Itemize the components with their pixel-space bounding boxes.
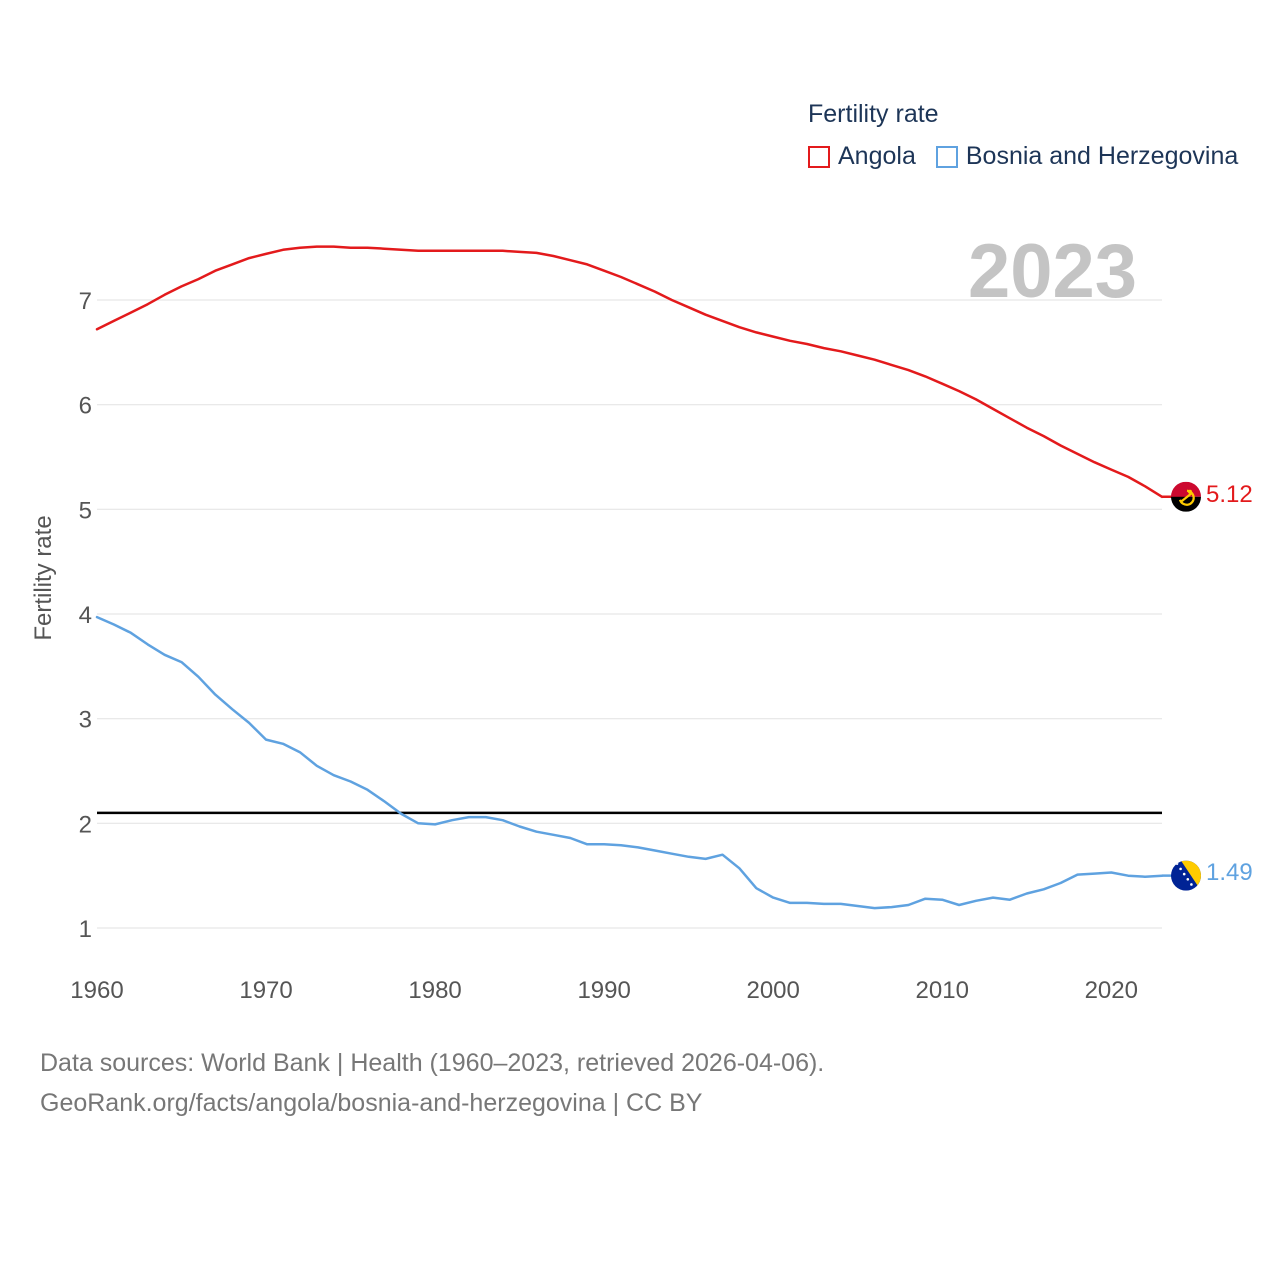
x-axis-ticks: 1960 1970 1980 1990 2000 2010 2020: [70, 977, 1138, 1004]
y-tick-2: 2: [79, 811, 92, 838]
gridlines: [97, 299, 1162, 929]
legend-label-angola: Angola: [838, 142, 916, 170]
series-line-bosnia[interactable]: [95, 615, 1164, 910]
y-tick-1: 1: [79, 916, 92, 943]
legend: Angola Bosnia and Herzegovina: [808, 142, 1258, 171]
y-tick-4: 4: [79, 602, 92, 629]
angola-flag-icon: [1171, 481, 1201, 512]
x-tick-2010: 2010: [916, 977, 969, 1004]
series-lines: [95, 245, 1186, 910]
legend-swatch-bosnia[interactable]: [935, 145, 958, 168]
legend-swatch-angola[interactable]: [808, 145, 830, 168]
end-markers: [1171, 481, 1201, 891]
x-tick-2020: 2020: [1085, 977, 1138, 1004]
x-tick-1990: 1990: [577, 977, 630, 1004]
current-year-label: 2023: [968, 229, 1138, 314]
legend-label-bosnia: Bosnia and Herzegovina: [965, 142, 1239, 170]
series-line-angola[interactable]: [95, 245, 1164, 499]
legend-item-angola[interactable]: Angola: [808, 142, 916, 171]
sources-line-2: GeoRank.org/facts/angola/bosnia-and-herz…: [40, 1089, 703, 1117]
x-tick-1980: 1980: [408, 977, 461, 1004]
legend-item-bosnia[interactable]: Bosnia and Herzegovina: [935, 142, 1239, 171]
y-tick-6: 6: [79, 393, 92, 420]
legend-title: Fertility rate: [808, 100, 939, 128]
x-tick-1970: 1970: [239, 977, 292, 1004]
y-axis-label: Fertility rate: [30, 515, 57, 641]
y-tick-5: 5: [79, 497, 92, 524]
x-tick-2000: 2000: [746, 977, 799, 1004]
data-sources: Data sources: World Bank | Health (1960–…: [40, 1043, 824, 1123]
y-tick-3: 3: [79, 707, 92, 734]
y-tick-7: 7: [79, 288, 92, 315]
end-value-angola: 5.12: [1206, 481, 1253, 508]
sources-line-1: Data sources: World Bank | Health (1960–…: [40, 1049, 825, 1077]
y-axis-ticks: 1 2 3 4 5 6 7: [79, 288, 92, 943]
x-tick-1960: 1960: [70, 977, 123, 1004]
end-value-bosnia: 1.49: [1206, 859, 1253, 886]
bosnia-flag-icon: [1171, 860, 1201, 891]
